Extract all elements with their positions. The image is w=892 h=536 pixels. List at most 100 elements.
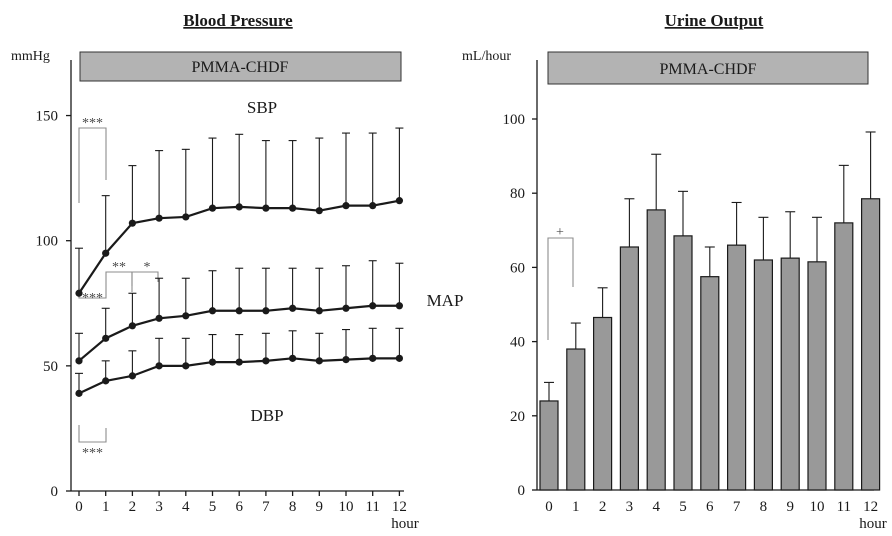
map-point <box>395 302 403 310</box>
map-point <box>155 314 163 322</box>
sbp-point <box>262 204 270 212</box>
uo-y-tick-label: 60 <box>510 260 525 276</box>
dbp-point <box>128 372 136 380</box>
sbp-point <box>75 289 83 297</box>
bp-x-tick-label: 10 <box>339 499 354 515</box>
bp-x-tick-label: 0 <box>75 499 83 515</box>
uo-x-tick-label: 1 <box>572 499 580 515</box>
uo-x-tick-label: 5 <box>679 499 687 515</box>
bp-significance-label: ** <box>112 260 126 275</box>
uo-bar <box>753 259 774 491</box>
bp-significance-brackets: ******** **** <box>78 116 159 461</box>
dbp-point <box>235 358 243 366</box>
dbp-point <box>289 354 297 362</box>
dbp-series-label: DBP <box>250 406 283 425</box>
dbp-point <box>369 354 377 362</box>
dbp-point <box>262 357 270 365</box>
bp-x-tick-label: 7 <box>262 499 270 515</box>
uo-significance-brackets: + <box>547 225 574 340</box>
dbp-point <box>315 357 323 365</box>
bp-significance-bracket <box>131 271 159 292</box>
bp-x-tick-label: 9 <box>316 499 324 515</box>
bp-significance-label: * <box>144 260 151 275</box>
uo-x-tick-label: 6 <box>706 499 714 515</box>
uo-x-tick-label: 8 <box>760 499 768 515</box>
map-point <box>102 334 110 342</box>
uo-bar <box>834 222 854 491</box>
sbp-point <box>289 204 297 212</box>
dbp-point <box>342 355 350 364</box>
bp-significance-bracket <box>78 425 107 443</box>
sbp-point <box>369 202 377 210</box>
sbp-point <box>395 197 403 205</box>
bp-y-ticks: 0 50 100 150 <box>36 109 71 500</box>
map-point <box>369 302 377 310</box>
uo-x-tick-label: 9 <box>786 499 794 515</box>
uo-bar <box>646 209 666 491</box>
dbp-point <box>182 362 190 370</box>
map-point <box>128 322 136 330</box>
uo-y-unit: mL/hour <box>462 49 511 64</box>
bp-significance-bracket <box>78 127 107 203</box>
map-point <box>289 304 297 312</box>
bp-x-tick-label: 2 <box>129 499 137 515</box>
bp-treatment-band-label: PMMA-CHDF <box>192 59 289 76</box>
uo-bar <box>780 257 800 491</box>
uo-bar <box>673 235 693 491</box>
bp-x-tick-label: 12 <box>392 499 407 515</box>
sbp-series-label: SBP <box>247 98 277 117</box>
bp-x-tick-label: 4 <box>182 499 190 515</box>
uo-x-tick-label: 4 <box>652 499 660 515</box>
bp-x-tick-label: 6 <box>235 499 243 515</box>
bp-x-tick-label: 11 <box>365 499 379 515</box>
uo-x-tick-label: 7 <box>733 499 741 515</box>
bp-title: Blood Pressure <box>183 11 293 30</box>
map-point <box>75 357 83 365</box>
dbp-point <box>208 358 217 366</box>
uo-x-ticks: 0 1 2 3 4 5 6 7 8 9 10 11 12 <box>545 499 878 515</box>
uo-bar <box>860 198 881 491</box>
bp-y-tick-label: 0 <box>51 484 59 500</box>
map-point <box>315 307 323 315</box>
sbp-point <box>315 207 323 215</box>
sbp-point <box>208 204 217 212</box>
map-point <box>208 307 217 315</box>
uo-x-tick-label: 10 <box>810 499 825 515</box>
dbp-point <box>395 354 403 362</box>
map-point <box>262 307 270 315</box>
bp-y-unit: mmHg <box>11 49 50 64</box>
dbp-point <box>102 377 110 385</box>
uo-bars-group <box>539 131 881 491</box>
uo-y-tick-label: 0 <box>518 483 526 499</box>
uo-bar <box>592 316 613 491</box>
uo-x-tick-label: 12 <box>863 499 878 515</box>
uo-y-tick-label: 100 <box>503 112 526 128</box>
uo-bar <box>539 400 559 491</box>
bp-series-group <box>75 127 404 397</box>
sbp-point <box>235 203 243 211</box>
uo-x-unit: hour <box>859 516 887 532</box>
uo-y-tick-label: 40 <box>510 335 525 351</box>
uo-significance-label: + <box>556 225 564 240</box>
uo-y-tick-label: 80 <box>510 186 525 202</box>
uo-bar <box>566 348 586 491</box>
map-point <box>342 304 350 312</box>
bp-x-tick-label: 1 <box>102 499 110 515</box>
bp-significance-label: *** <box>82 446 103 461</box>
uo-bar <box>700 276 720 491</box>
uo-treatment-band <box>547 51 869 85</box>
bp-treatment-band <box>79 51 402 82</box>
uo-bar <box>807 261 827 491</box>
bp-y-tick-label: 100 <box>36 234 59 250</box>
map-series-label: MAP <box>427 291 464 310</box>
uo-x-tick-label: 2 <box>599 499 607 515</box>
bp-significance-label: *** <box>82 116 103 131</box>
dbp-point <box>75 389 83 397</box>
sbp-point <box>342 202 350 210</box>
bp-x-tick-label: 8 <box>289 499 297 515</box>
uo-y-tick-label: 20 <box>510 409 525 425</box>
uo-x-tick-label: 0 <box>545 499 553 515</box>
bp-x-tick-label: 5 <box>209 499 217 515</box>
uo-bar <box>619 246 640 491</box>
